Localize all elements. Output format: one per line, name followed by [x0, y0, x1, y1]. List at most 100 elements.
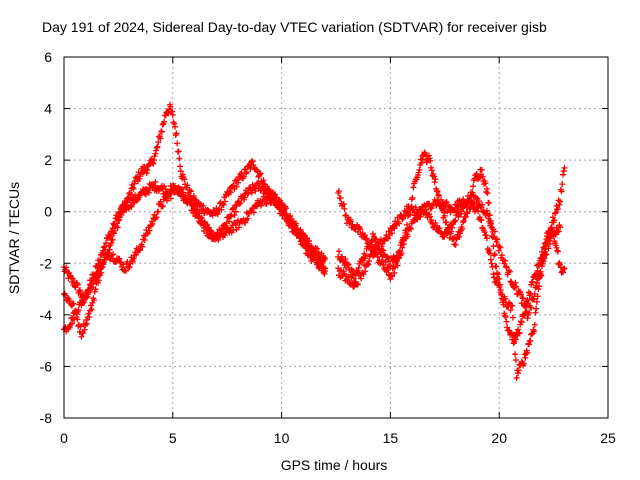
data-point — [435, 192, 442, 199]
data-point — [554, 247, 561, 254]
data-point — [525, 341, 532, 348]
data-point — [347, 218, 354, 225]
data-point — [484, 210, 491, 217]
data-point — [502, 295, 509, 302]
data-point — [152, 178, 159, 185]
data-point — [116, 210, 123, 217]
data-point — [208, 228, 215, 235]
data-point — [298, 230, 305, 237]
data-point — [452, 241, 459, 248]
data-point — [177, 163, 184, 170]
data-point — [321, 270, 328, 277]
y-tick-label: 6 — [44, 49, 52, 65]
data-point — [515, 330, 522, 337]
data-point — [507, 278, 514, 285]
data-point — [407, 224, 414, 231]
data-point — [494, 236, 501, 243]
data-point — [131, 180, 138, 187]
y-tick-label: 0 — [44, 204, 52, 220]
data-point — [515, 367, 522, 374]
data-point — [200, 202, 207, 209]
data-point — [227, 189, 234, 196]
data-point — [362, 236, 369, 243]
data-point — [139, 243, 146, 250]
data-point — [68, 320, 75, 327]
data-point — [363, 235, 370, 242]
data-point — [481, 229, 488, 236]
data-point — [260, 177, 267, 184]
data-point — [422, 204, 429, 211]
data-point — [253, 167, 260, 174]
data-point — [111, 221, 118, 228]
data-point — [348, 274, 355, 281]
data-point — [124, 258, 131, 265]
data-point — [318, 250, 325, 257]
data-point — [144, 167, 151, 174]
data-point — [552, 209, 559, 216]
data-point — [558, 188, 565, 195]
data-point — [460, 196, 467, 203]
data-point — [129, 184, 136, 191]
data-point — [533, 298, 540, 305]
data-point — [362, 252, 369, 259]
data-point — [546, 240, 553, 247]
data-point — [178, 185, 185, 192]
data-point — [553, 244, 560, 251]
data-point — [488, 260, 495, 267]
data-point — [284, 216, 291, 223]
data-point — [227, 213, 234, 220]
data-point — [311, 251, 318, 258]
data-point — [451, 218, 458, 225]
data-point — [528, 304, 535, 311]
data-point — [557, 224, 564, 231]
data-point — [169, 111, 176, 118]
data-point — [503, 264, 510, 271]
data-point — [358, 275, 365, 282]
data-point — [542, 246, 549, 253]
data-point — [114, 224, 121, 231]
y-tick-label: -6 — [40, 358, 53, 374]
data-point — [394, 253, 401, 260]
data-point — [416, 166, 423, 173]
data-point — [319, 258, 326, 265]
data-point — [69, 275, 76, 282]
data-point — [407, 211, 414, 218]
data-point — [111, 220, 118, 227]
data-point — [79, 330, 86, 337]
data-point — [161, 118, 168, 125]
data-point — [490, 243, 497, 250]
data-point — [233, 183, 240, 190]
data-point — [314, 245, 321, 252]
data-point — [109, 225, 116, 232]
data-point — [190, 192, 197, 199]
data-point — [549, 214, 556, 221]
data-point — [509, 302, 516, 309]
data-point — [502, 257, 509, 264]
data-point — [106, 232, 113, 239]
data-point — [520, 295, 527, 302]
data-point — [529, 278, 536, 285]
data-point — [400, 241, 407, 248]
data-point — [235, 179, 242, 186]
data-point — [445, 228, 452, 235]
data-point — [516, 329, 523, 336]
x-axis-label: GPS time / hours — [281, 457, 388, 473]
data-point — [531, 295, 538, 302]
data-point — [88, 306, 95, 313]
data-point — [345, 273, 352, 280]
data-point — [290, 224, 297, 231]
data-point — [159, 202, 166, 209]
data-point — [180, 192, 187, 199]
data-point — [459, 225, 466, 232]
data-point — [103, 239, 110, 246]
data-point — [495, 271, 502, 278]
data-point — [396, 220, 403, 227]
data-point — [310, 247, 317, 254]
data-point — [469, 189, 476, 196]
data-point — [498, 252, 505, 259]
data-point — [443, 218, 450, 225]
data-point — [438, 196, 445, 203]
y-tick-label: -2 — [40, 255, 53, 271]
data-point — [559, 181, 566, 188]
y-tick-label: 2 — [44, 152, 52, 168]
